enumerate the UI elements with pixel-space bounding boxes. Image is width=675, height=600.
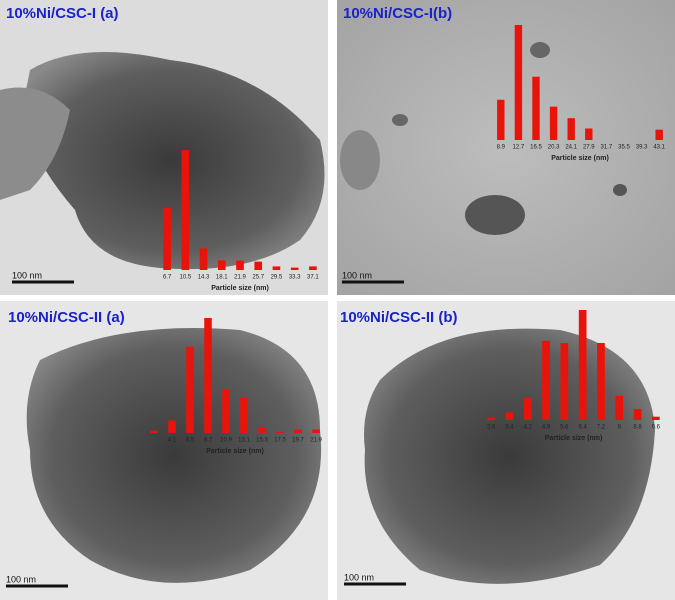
x-tick-label: 5.6 [560,425,569,431]
bar [505,412,514,420]
bar [567,118,575,140]
x-axis-label: Particle size (nm) [211,285,269,292]
x-tick-label: 24.1 [565,145,577,151]
bar [204,318,212,433]
bar [309,266,317,270]
x-tick-label: 29.5 [271,275,283,281]
x-tick-label: 8.8 [633,425,642,431]
x-tick-label: 35.5 [618,145,630,151]
x-tick-label: 6.5 [186,438,195,444]
x-tick-label: 9.6 [652,425,661,431]
x-tick-label: 4.1 [168,438,177,444]
bar [532,76,540,140]
bar [294,429,302,433]
bar [258,427,266,433]
x-tick-label: 25.7 [252,275,264,281]
x-tick-label: 21.9 [234,275,246,281]
scale-bar-label: 100 nm [6,574,36,584]
x-tick-label: 7.2 [597,425,606,431]
panel-image [337,301,675,600]
x-tick-label: 43.1 [653,145,665,151]
panel-image [0,301,331,600]
bar [254,261,263,270]
panel-title: 10%Ni/CSC-I(b) [343,5,452,22]
bar [597,343,605,420]
bar [236,260,244,270]
panel-image [0,0,331,295]
x-tick-label: 31.7 [601,145,613,151]
x-tick-label: 8.7 [204,438,213,444]
bar [150,430,158,433]
x-tick-label: 27.9 [583,145,595,151]
scale-bar-label: 100 nm [344,572,374,582]
x-tick-label: 4.9 [542,425,551,431]
x-axis-label: Particle size (nm) [206,448,264,455]
x-tick-label: 15.3 [256,438,268,444]
bar [272,266,281,270]
bar [199,248,208,270]
bar [497,99,505,140]
x-tick-label: 8 [618,425,622,431]
bar [615,395,624,420]
x-tick-label: 10.5 [179,275,191,281]
x-tick-label: 10.9 [220,438,232,444]
x-axis-label: Particle size (nm) [545,435,603,442]
x-tick-label: 4.2 [524,425,533,431]
bar [163,207,171,270]
bar [168,420,176,433]
bar [186,346,194,433]
bar [578,310,587,420]
bar [633,409,642,420]
bar [549,106,558,140]
x-tick-label: 37.1 [307,275,319,281]
bar [181,150,190,270]
bar [217,260,226,270]
x-tick-label: 6.4 [578,425,587,431]
x-tick-label: 18.1 [216,275,228,281]
x-tick-label: 17.5 [274,438,286,444]
x-tick-label: 20.3 [548,145,560,151]
x-tick-label: 8.9 [497,145,506,151]
bar [240,397,248,433]
bar [542,340,550,420]
bar [276,431,284,433]
panel-image [337,0,675,295]
x-tick-label: 12.7 [513,145,525,151]
panel-title: 10%Ni/CSC-II (a) [8,309,125,326]
bar [514,25,523,140]
x-tick-label: 13.1 [238,438,250,444]
bar [655,129,663,140]
panel-title: 10%Ni/CSC-II (b) [340,309,458,326]
bar [487,417,495,420]
panel-title: 10%Ni/CSC-I (a) [6,5,119,22]
x-tick-label: 21.9 [310,438,322,444]
x-tick-label: 33.3 [289,275,301,281]
x-tick-label: 16.5 [530,145,542,151]
bar [585,128,593,140]
x-tick-label: 39.3 [636,145,648,151]
bar [312,429,320,433]
x-tick-label: 6.7 [163,275,172,281]
x-tick-label: 19.7 [292,438,304,444]
bar [652,416,660,420]
bar [523,398,532,420]
x-tick-label: 14.3 [198,275,210,281]
x-axis-label: Particle size (nm) [551,155,609,162]
scale-bar-label: 100 nm [342,270,372,280]
x-tick-label: 3.4 [505,425,514,431]
x-tick-label: 2.6 [487,425,496,431]
bar [290,267,299,270]
bar [560,343,569,420]
scale-bar-label: 100 nm [12,270,42,280]
bar [222,389,230,433]
